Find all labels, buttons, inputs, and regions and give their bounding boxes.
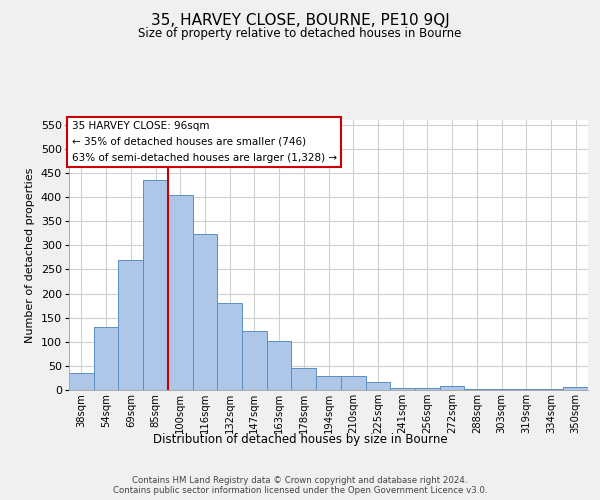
Bar	[267, 342, 292, 390]
Text: Distribution of detached houses by size in Bourne: Distribution of detached houses by size …	[152, 432, 448, 446]
Bar	[341, 376, 365, 390]
Bar	[365, 382, 390, 390]
Bar	[415, 388, 440, 390]
Text: 35 HARVEY CLOSE: 96sqm
← 35% of detached houses are smaller (746)
63% of semi-de: 35 HARVEY CLOSE: 96sqm ← 35% of detached…	[71, 122, 337, 162]
Y-axis label: Number of detached properties: Number of detached properties	[25, 168, 35, 342]
Bar	[168, 194, 193, 390]
Bar	[489, 389, 514, 390]
Bar	[143, 180, 168, 390]
Bar	[217, 302, 242, 390]
Text: Size of property relative to detached houses in Bourne: Size of property relative to detached ho…	[139, 28, 461, 40]
Bar	[94, 328, 118, 390]
Bar	[118, 260, 143, 390]
Bar	[316, 376, 341, 390]
Bar	[69, 373, 94, 390]
Bar	[390, 388, 415, 390]
Bar	[193, 234, 217, 390]
Bar	[514, 389, 539, 390]
Bar	[539, 388, 563, 390]
Bar	[563, 387, 588, 390]
Bar	[440, 386, 464, 390]
Bar	[464, 388, 489, 390]
Bar	[242, 331, 267, 390]
Text: Contains HM Land Registry data © Crown copyright and database right 2024.
Contai: Contains HM Land Registry data © Crown c…	[113, 476, 487, 495]
Bar	[292, 368, 316, 390]
Text: 35, HARVEY CLOSE, BOURNE, PE10 9QJ: 35, HARVEY CLOSE, BOURNE, PE10 9QJ	[151, 12, 449, 28]
